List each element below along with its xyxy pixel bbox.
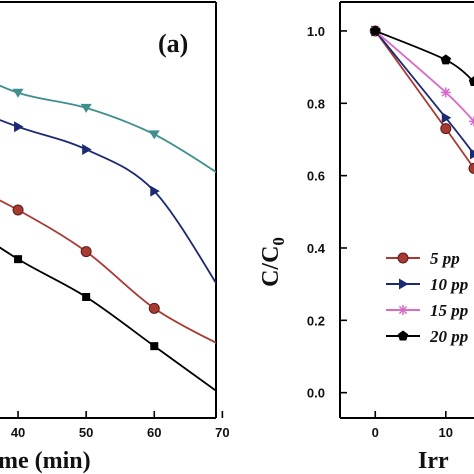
right-series-0-line — [374, 30, 474, 169]
left-series-2-point — [12, 204, 24, 216]
left-x-tick-label: 50 — [79, 425, 93, 440]
right-y-tick-label: 0.6 — [307, 169, 325, 184]
left-x-ticks: 40 50 60 70 — [11, 411, 230, 440]
right-y-tick-label: 0.0 — [307, 386, 325, 401]
right-series-0-point — [468, 162, 474, 174]
right-x-tick-label: 0 — [372, 425, 379, 440]
left-x-tick-label: 70 — [215, 425, 229, 440]
left-series-0-line — [0, 84, 216, 173]
legend-label-1: 10 pp — [430, 275, 468, 294]
right-series-0-point — [440, 123, 452, 135]
left-series-2-point — [217, 341, 227, 351]
right-y-tick-label: 0.4 — [307, 241, 326, 256]
legend-marker-3 — [397, 330, 409, 341]
left-series-1-point — [14, 121, 24, 133]
right-y-tick-label: 0.2 — [307, 313, 325, 328]
legend-marker-0 — [397, 252, 409, 264]
right-series-2-point — [440, 87, 451, 98]
left-series-3-point — [218, 391, 226, 399]
legend-label-3: 20 pp — [429, 327, 468, 346]
left-series-1-point — [218, 288, 228, 299]
left-series-0-point — [80, 103, 92, 113]
left-series-3-point — [14, 255, 23, 264]
right-series-group — [369, 25, 474, 174]
right-series-1-point — [470, 148, 474, 160]
right-series-1-line — [374, 30, 474, 155]
legend-marker-1 — [399, 278, 409, 290]
left-x-tick-label: 60 — [147, 425, 161, 440]
right-series-3-point — [440, 54, 452, 65]
panel-label: (a) — [158, 29, 188, 58]
right-series-2-point — [469, 116, 474, 127]
left-series-0-point — [148, 130, 160, 140]
right-series-2-line — [374, 30, 474, 123]
right-series-3-point — [370, 25, 381, 36]
legend: 5 pp 10 pp 15 pp 20 pp — [386, 249, 468, 346]
right-series-3-point — [468, 76, 474, 87]
right-y-tick-label: 1.0 — [307, 24, 325, 39]
legend-label-0: 5 pp — [430, 249, 460, 268]
right-x-tick-label: 10 — [439, 425, 453, 440]
legend-marker-2 — [398, 305, 408, 315]
right-series-1-point — [441, 112, 452, 124]
left-x-tick-label: 40 — [11, 425, 25, 440]
left-series-1-line — [0, 119, 216, 285]
left-series-1-point — [150, 185, 160, 197]
left-series-2-line — [0, 199, 216, 344]
left-x-axis-title: me (min) — [0, 448, 91, 474]
left-series-3-point — [82, 292, 91, 301]
left-series-1-point — [82, 143, 92, 155]
left-series-0-point — [217, 172, 228, 181]
right-x-axis-title: Irr — [418, 448, 449, 474]
left-series-2-point — [80, 246, 92, 258]
y-axis-title-main: C/C — [258, 246, 284, 287]
y-axis-title-subscript: 0 — [269, 237, 288, 246]
right-y-tick-label: 0.8 — [307, 96, 325, 111]
legend-label-2: 15 pp — [430, 301, 468, 320]
right-axis-ticks: 0.0 0.2 0.4 0.6 0.8 1.0 0 10 — [307, 24, 453, 440]
left-series-2-point — [148, 302, 160, 314]
right-y-axis-title: C/C0 — [258, 237, 288, 287]
left-series-3-point — [150, 342, 159, 351]
left-series-group — [0, 84, 228, 399]
left-series-0-point — [12, 88, 24, 98]
left-panel: 40 50 60 70 (a) me (min) — [0, 1, 230, 474]
